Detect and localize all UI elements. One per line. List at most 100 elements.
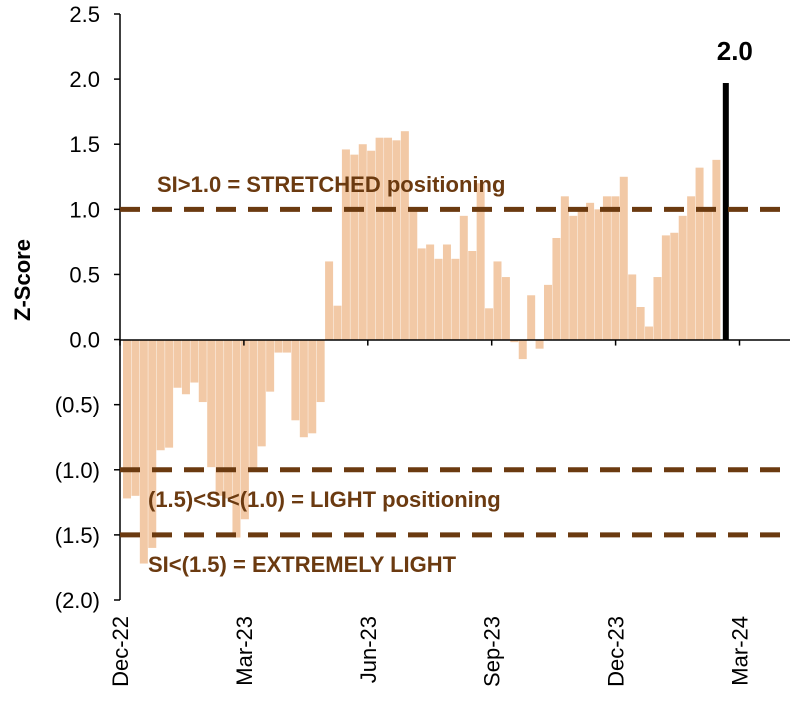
data-bar	[703, 209, 712, 340]
data-bar	[426, 244, 435, 340]
data-bar	[653, 277, 662, 340]
data-bar	[308, 339, 317, 434]
data-bar	[712, 159, 721, 340]
data-bar	[291, 339, 300, 421]
y-tick-label: 2.5	[69, 2, 100, 27]
data-bar	[459, 215, 468, 340]
data-bar	[274, 339, 283, 353]
data-bar	[215, 339, 224, 496]
y-tick-label: (1.5)	[55, 523, 100, 548]
data-bar	[560, 196, 569, 340]
y-tick-label: 0.5	[69, 262, 100, 287]
data-bar	[611, 196, 620, 340]
data-bar	[468, 251, 477, 340]
data-bar	[299, 339, 308, 438]
data-bar	[392, 140, 401, 340]
data-bar	[173, 339, 182, 388]
data-bar	[131, 339, 140, 496]
x-tick-label: Sep-23	[480, 616, 505, 687]
data-bar	[358, 144, 367, 340]
data-bar	[518, 339, 527, 360]
y-tick-label: 1.0	[69, 197, 100, 222]
x-tick-label: Mar-24	[728, 616, 753, 686]
data-bar	[207, 339, 216, 468]
x-tick-label: Jun-23	[356, 616, 381, 683]
data-bar	[341, 149, 350, 340]
data-bar	[367, 150, 376, 340]
data-bar	[232, 339, 241, 538]
y-tick-label: (2.0)	[55, 588, 100, 613]
data-bar	[333, 305, 342, 340]
data-bar	[636, 307, 645, 340]
y-tick-label: 1.5	[69, 132, 100, 157]
data-bar	[190, 339, 199, 383]
highlight-value-label: 2.0	[717, 36, 753, 66]
data-bar	[476, 183, 485, 340]
data-bar	[586, 202, 595, 340]
data-bar	[602, 196, 611, 340]
threshold-annotation: (1.5)<SI<(1.0) = LIGHT positioning	[148, 487, 501, 512]
data-bar	[485, 308, 494, 340]
axes-group	[119, 14, 790, 600]
data-bar	[552, 237, 561, 340]
data-bar	[123, 339, 131, 499]
data-bar	[409, 209, 418, 340]
data-bar	[619, 176, 628, 340]
annotations-group: SI>1.0 = STRETCHED positioning (1.5)<SI<(…	[148, 36, 753, 577]
data-bar	[451, 258, 460, 340]
data-bar	[510, 339, 519, 343]
data-bar	[434, 258, 443, 340]
y-tick-label: (0.5)	[55, 393, 100, 418]
y-tick-label: (1.0)	[55, 458, 100, 483]
data-bar	[442, 244, 451, 340]
data-bar	[628, 274, 637, 340]
data-bar	[501, 277, 510, 340]
data-bar	[316, 339, 325, 403]
data-bar	[165, 339, 174, 448]
data-bar	[384, 137, 393, 340]
data-bar	[139, 339, 148, 564]
data-bar	[282, 339, 291, 353]
highlight-bar	[722, 83, 729, 340]
data-bar	[695, 167, 704, 340]
data-bar	[325, 261, 334, 340]
data-bar	[257, 339, 266, 447]
y-ticks-group: 2.5 2.0 1.5 1.0 0.5 0.0 (0.5) (1.0) (1.5) (2.0)	[55, 2, 120, 613]
data-bar	[569, 215, 578, 340]
y-tick-label: 2.0	[69, 67, 100, 92]
data-bar	[544, 284, 552, 340]
data-bar	[181, 339, 190, 395]
x-ticks-group: Dec-22 Mar-23 Jun-23 Sep-23 Dec-23 Mar-24	[108, 339, 753, 687]
data-bar	[678, 215, 687, 340]
data-bar	[198, 339, 207, 403]
data-bar	[240, 339, 249, 520]
data-bar	[400, 131, 409, 340]
x-tick-label: Dec-23	[604, 616, 629, 687]
data-bar	[493, 261, 502, 340]
data-bar	[594, 209, 603, 340]
data-bar	[670, 232, 679, 340]
data-bar	[661, 235, 670, 340]
data-bar	[527, 295, 536, 340]
y-tick-label: 0.0	[69, 328, 100, 353]
data-bar	[687, 196, 696, 340]
data-bar	[249, 339, 258, 470]
data-bar	[417, 248, 426, 340]
threshold-annotation: SI<(1.5) = EXTREMELY LIGHT	[148, 552, 457, 577]
data-bar	[224, 339, 233, 499]
data-bar	[375, 137, 384, 340]
x-tick-label: Dec-22	[108, 616, 133, 687]
data-bar	[156, 339, 165, 451]
y-axis-label: Z-Score	[10, 239, 35, 321]
data-bar	[148, 339, 157, 548]
x-tick-label: Mar-23	[232, 616, 257, 686]
threshold-lines-group	[120, 206, 790, 538]
data-bar	[535, 339, 544, 349]
data-bar	[350, 154, 359, 340]
data-bar	[266, 339, 275, 392]
threshold-annotation: SI>1.0 = STRETCHED positioning	[157, 172, 505, 197]
bars-group	[123, 83, 729, 564]
data-bar	[577, 209, 586, 340]
data-bar	[645, 326, 654, 340]
